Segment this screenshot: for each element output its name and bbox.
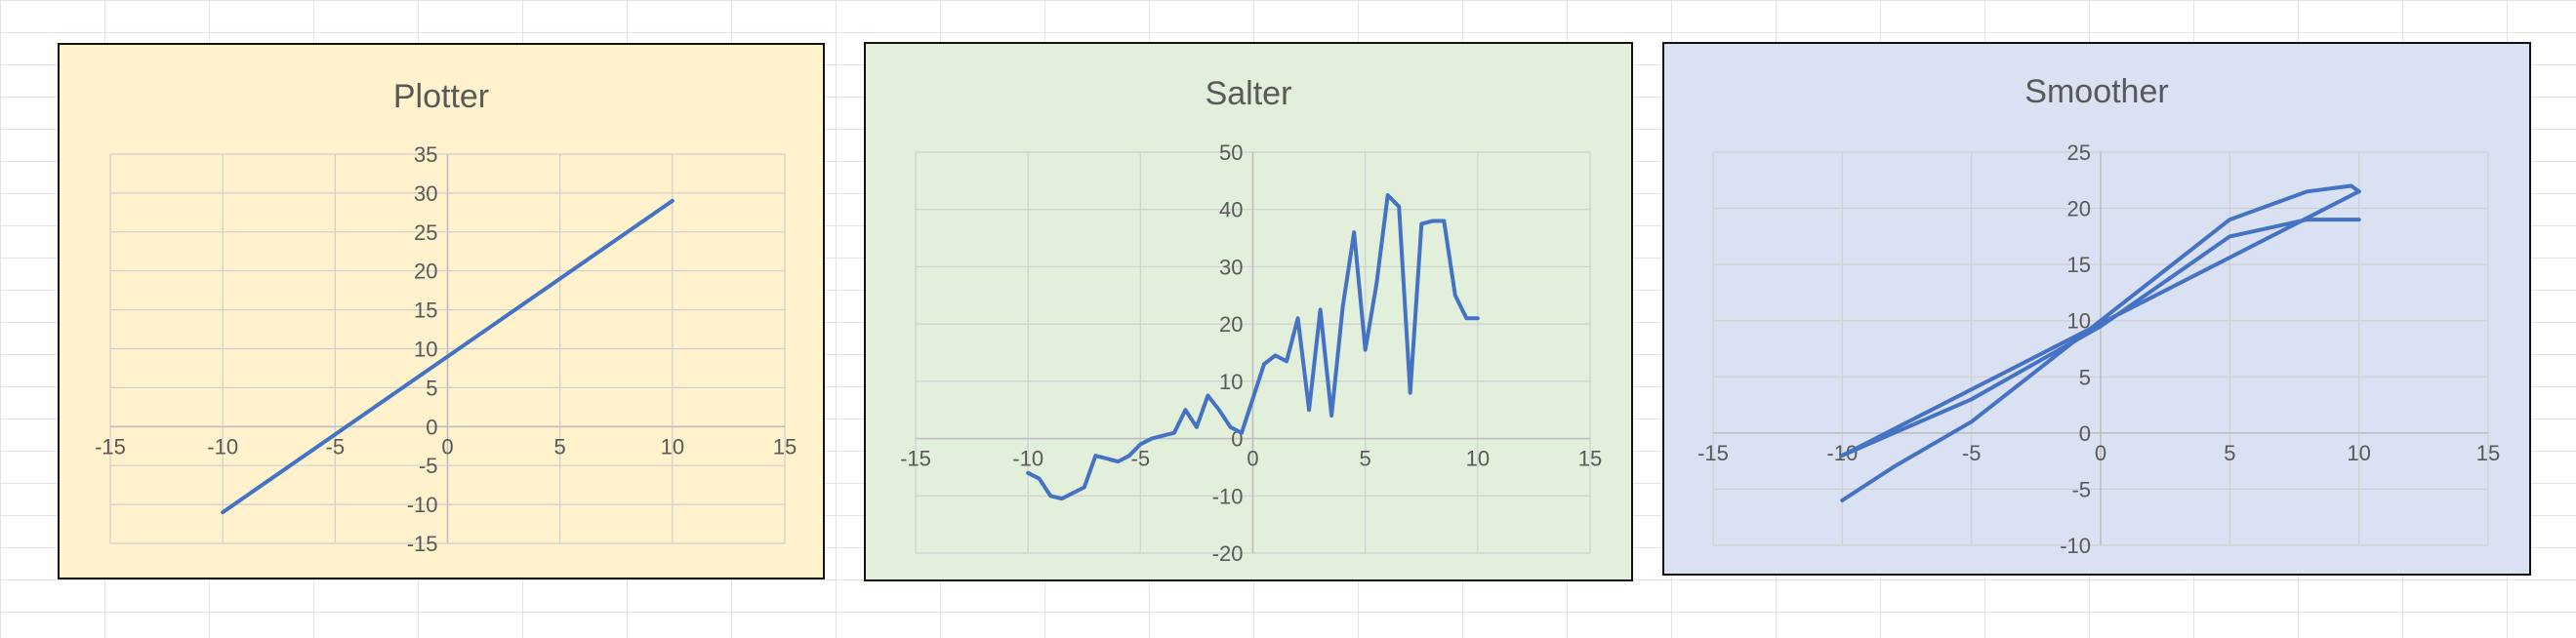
x-tick-label: 10 xyxy=(1466,447,1490,471)
y-tick-label: 25 xyxy=(414,220,437,245)
y-tick-label: 30 xyxy=(1219,255,1243,279)
x-tick-label: 0 xyxy=(1247,447,1258,471)
x-tick-label: -10 xyxy=(1826,441,1858,465)
x-tick-label: 10 xyxy=(661,434,684,459)
y-tick-label: 25 xyxy=(2067,140,2091,165)
x-tick-label: 5 xyxy=(1360,447,1371,471)
series-line xyxy=(1840,189,2361,458)
x-tick-label: 5 xyxy=(2224,441,2235,465)
y-tick-label: 20 xyxy=(2067,197,2091,221)
y-tick-label: 50 xyxy=(1219,140,1243,165)
x-tick-label: 10 xyxy=(2347,441,2370,465)
y-tick-label: -5 xyxy=(2071,477,2091,501)
series-line xyxy=(1840,183,2361,502)
y-tick-label: -20 xyxy=(1212,541,1244,566)
x-tick-label: -15 xyxy=(900,447,931,471)
x-tick-label: 5 xyxy=(554,434,566,459)
y-tick-label: 20 xyxy=(1219,312,1243,337)
y-tick-label: 0 xyxy=(2079,421,2091,446)
y-tick-label: 30 xyxy=(414,181,437,206)
y-tick-label: 15 xyxy=(414,299,437,323)
smoother-chart[interactable]: Smoother -10 -5 0 5 10 15 20 25 -15 -10 -5 0 5 10 15 xyxy=(1662,42,2531,576)
y-tick-label: 10 xyxy=(414,338,437,362)
y-tick-label: -10 xyxy=(2060,534,2091,558)
series-line xyxy=(1026,193,1480,501)
x-tick-label: 0 xyxy=(441,434,453,459)
x-tick-label: 0 xyxy=(2095,441,2106,465)
chart-title: Plotter xyxy=(393,78,489,115)
x-tick-label: -10 xyxy=(1012,447,1043,471)
plotter-chart[interactable]: Plotter -15 -10 -5 0 5 10 15 20 25 30 35 -15 -10 -5 0 5 1… xyxy=(58,43,825,579)
y-tick-label: -10 xyxy=(1212,484,1244,508)
y-tick-label: -15 xyxy=(407,532,438,556)
x-tick-label: -5 xyxy=(1131,447,1151,471)
y-tick-label: 5 xyxy=(426,376,437,400)
x-tick-label: 15 xyxy=(2476,441,2500,465)
x-tick-label: 15 xyxy=(773,434,797,459)
y-tick-label: -5 xyxy=(419,454,438,478)
y-tick-label: -10 xyxy=(407,493,438,517)
y-tick-label: 10 xyxy=(1219,370,1243,394)
series-line xyxy=(221,198,675,515)
series-line xyxy=(1840,218,2361,458)
x-tick-label: -5 xyxy=(1962,441,1982,465)
y-tick-label: 40 xyxy=(1219,198,1243,222)
chart-title: Salter xyxy=(1206,75,1292,112)
x-tick-label: -10 xyxy=(207,434,238,459)
y-tick-label: 35 xyxy=(414,142,437,167)
y-tick-label: 0 xyxy=(426,415,437,439)
y-tick-label: 5 xyxy=(2079,365,2091,389)
x-tick-label: 15 xyxy=(1578,447,1602,471)
x-tick-label: -15 xyxy=(1697,441,1729,465)
y-tick-label: 15 xyxy=(2067,253,2091,277)
chart-title: Smoother xyxy=(2024,73,2168,110)
y-tick-label: 20 xyxy=(414,259,437,284)
x-tick-label: -15 xyxy=(95,434,126,459)
x-tick-label: -5 xyxy=(326,434,346,459)
salter-chart[interactable]: Salter -20 -10 0 10 20 30 40 50 -15 -10 -5 0 5 10 15 xyxy=(864,42,1633,581)
